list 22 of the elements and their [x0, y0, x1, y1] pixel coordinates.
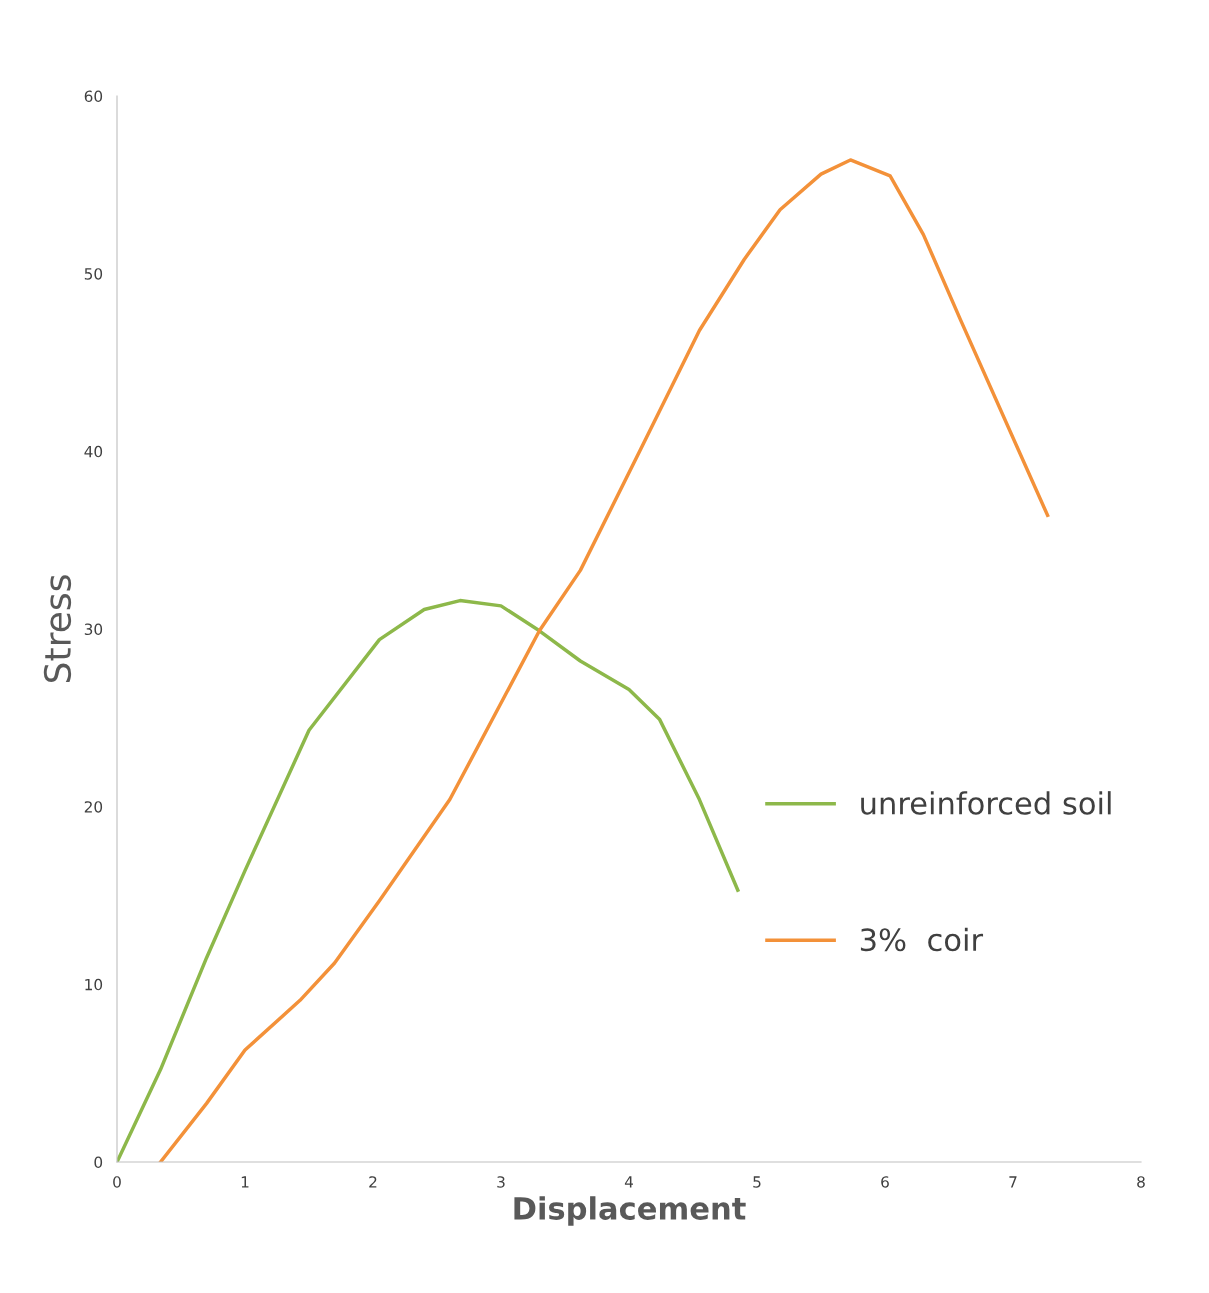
x-tick-label: 7 [1009, 1176, 1017, 1188]
y-tick-label: 10 [85, 978, 103, 991]
x-tick-label: 5 [753, 1176, 761, 1188]
x-axis-title: Displacement [514, 1196, 746, 1226]
legend-label: unreinforced soil [861, 791, 1111, 815]
line-series [158, 158, 1050, 1162]
x-tick-label: 3 [497, 1176, 505, 1188]
legend-label: 3% coir [860, 927, 984, 952]
x-tick-label: 2 [369, 1176, 377, 1188]
y-axis-title: Stress [43, 575, 72, 683]
x-tick-label: 4 [624, 1176, 633, 1188]
y-tick-label: 40 [84, 445, 103, 458]
x-tick-label: 0 [113, 1176, 121, 1188]
x-tick-label: 1 [241, 1176, 249, 1188]
y-tick-label: 50 [84, 268, 103, 280]
y-tick-label: 60 [84, 90, 103, 103]
line-series [117, 598, 740, 1162]
y-tick-label: 20 [84, 801, 103, 813]
x-tick-label: 6 [881, 1176, 889, 1188]
y-tick-label: 30 [84, 623, 103, 636]
y-tick-label: 0 [94, 1156, 103, 1169]
x-tick-label: 8 [1137, 1176, 1145, 1188]
